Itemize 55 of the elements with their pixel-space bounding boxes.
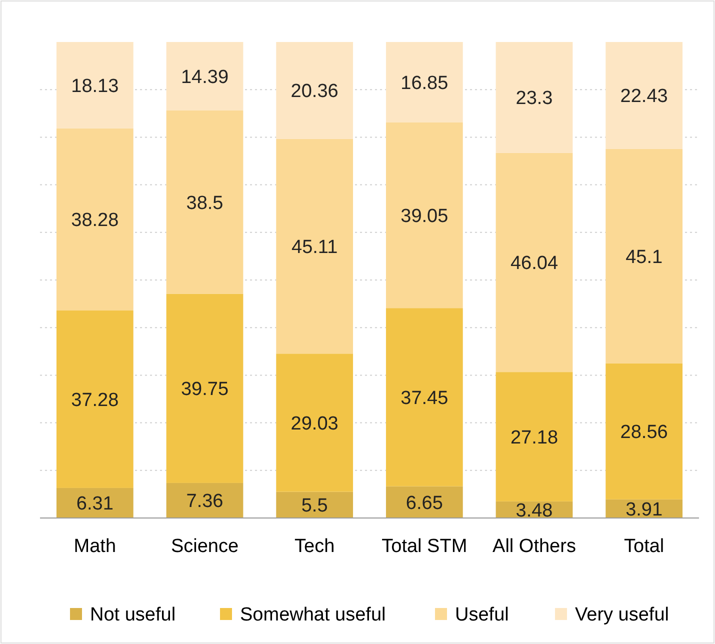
bar — [56, 488, 134, 518]
x-tick-label: Science — [170, 536, 239, 557]
bar — [496, 42, 573, 153]
legend-label: Somewhat useful — [240, 604, 386, 626]
data-label: 6.31 — [76, 494, 114, 515]
bar — [386, 42, 463, 122]
data-label: 5.5 — [301, 496, 328, 517]
data-label: 27.18 — [510, 427, 558, 448]
bar — [386, 308, 463, 486]
data-label: 39.75 — [180, 379, 229, 400]
data-label: 45.1 — [626, 246, 663, 268]
bar — [496, 152, 573, 372]
data-label: 16.85 — [400, 72, 448, 94]
data-label: 3.91 — [626, 499, 663, 520]
bar — [606, 363, 683, 500]
x-tick-label: Total STM — [382, 536, 468, 557]
data-label: 29.03 — [290, 413, 338, 434]
data-label: 6.65 — [406, 492, 443, 514]
bar — [386, 122, 463, 308]
data-label: 39.05 — [400, 206, 448, 227]
data-label: 46.04 — [510, 253, 558, 274]
bar — [56, 42, 134, 128]
bar — [276, 354, 354, 492]
legend-label: Very useful — [575, 604, 669, 626]
bar — [166, 294, 244, 483]
bar — [276, 42, 354, 139]
data-label: 22.43 — [620, 86, 668, 108]
data-label: 14.39 — [180, 66, 229, 88]
bar — [166, 482, 244, 518]
bar — [276, 138, 354, 354]
data-label: 45.11 — [292, 236, 338, 258]
bar — [496, 372, 573, 502]
data-label: 18.13 — [71, 76, 119, 97]
data-label: 37.28 — [71, 390, 119, 411]
x-tick-label: Tech — [294, 536, 335, 557]
bar — [56, 310, 134, 488]
data-label: 3.48 — [516, 500, 553, 522]
bar — [166, 110, 244, 294]
x-tick-label: All Others — [492, 536, 576, 557]
legend-label: Useful — [455, 604, 509, 626]
data-label: 38.5 — [186, 192, 224, 214]
data-label: 7.36 — [186, 491, 224, 512]
data-label: 23.3 — [516, 88, 553, 110]
bar — [56, 128, 134, 311]
bar — [606, 148, 683, 364]
legend-label: Not useful — [90, 604, 176, 626]
x-tick-label: Math — [74, 536, 116, 557]
data-label: 28.56 — [620, 422, 668, 444]
x-tick-label: Total — [624, 536, 664, 557]
bar — [606, 42, 683, 149]
data-label: 38.28 — [71, 210, 119, 232]
bar — [166, 42, 244, 110]
data-label: 37.45 — [400, 388, 448, 409]
data-label: 20.36 — [290, 81, 338, 102]
bar — [276, 492, 354, 518]
